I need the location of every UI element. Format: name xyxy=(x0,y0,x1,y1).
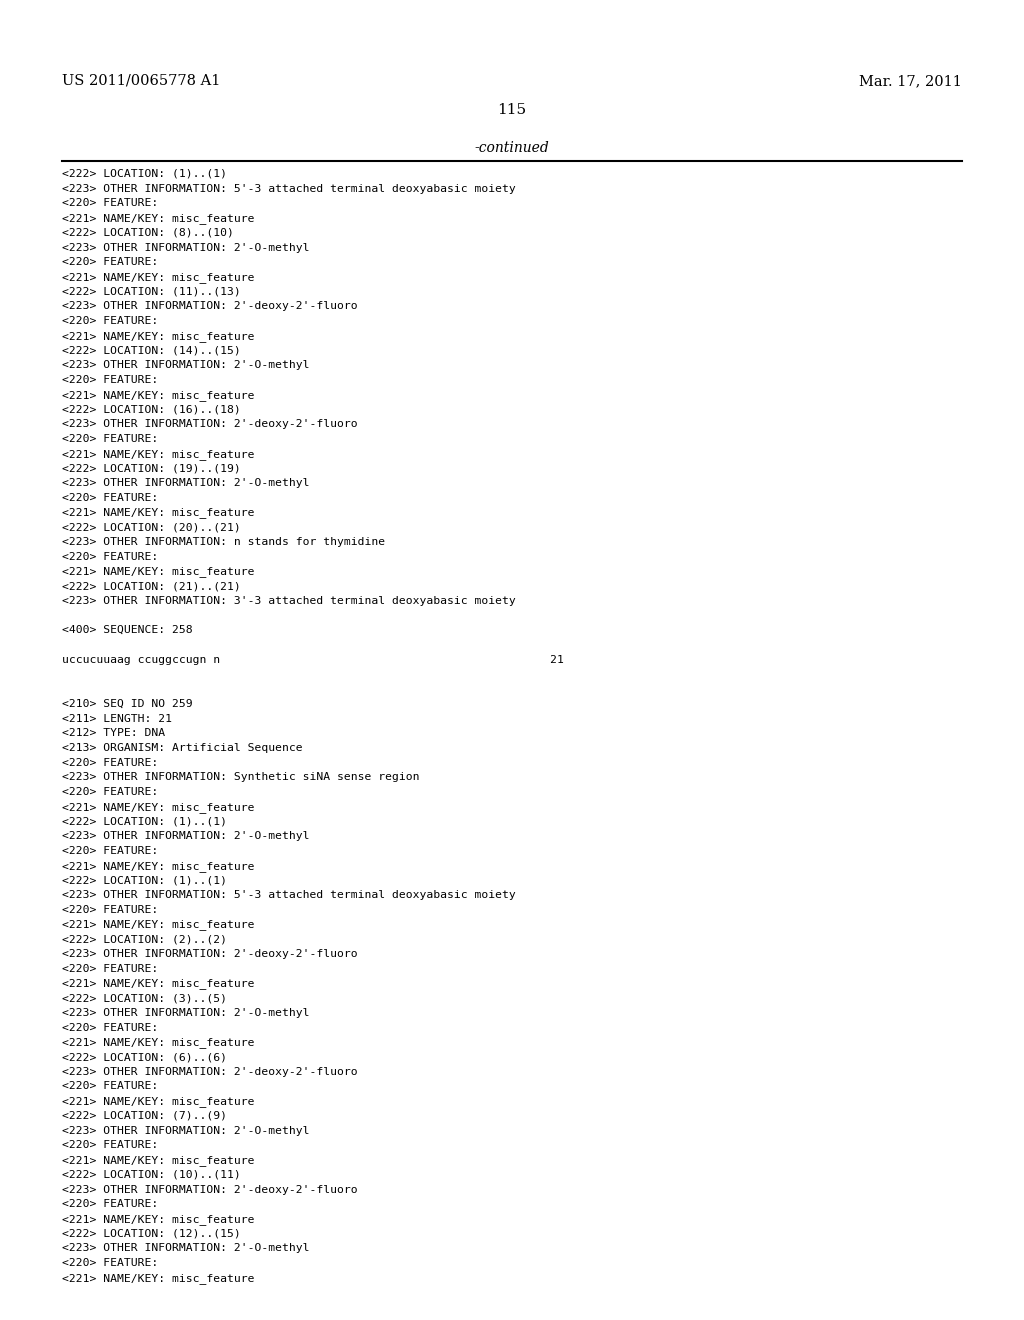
Text: <222> LOCATION: (8)..(10): <222> LOCATION: (8)..(10) xyxy=(62,228,234,238)
Text: <222> LOCATION: (19)..(19): <222> LOCATION: (19)..(19) xyxy=(62,463,242,474)
Text: <221> NAME/KEY: misc_feature: <221> NAME/KEY: misc_feature xyxy=(62,389,255,401)
Text: <223> OTHER INFORMATION: 2'-deoxy-2'-fluoro: <223> OTHER INFORMATION: 2'-deoxy-2'-flu… xyxy=(62,949,358,960)
Text: <223> OTHER INFORMATION: 5'-3 attached terminal deoxyabasic moiety: <223> OTHER INFORMATION: 5'-3 attached t… xyxy=(62,183,516,194)
Text: <222> LOCATION: (2)..(2): <222> LOCATION: (2)..(2) xyxy=(62,935,227,944)
Text: US 2011/0065778 A1: US 2011/0065778 A1 xyxy=(62,74,221,88)
Text: <221> NAME/KEY: misc_feature: <221> NAME/KEY: misc_feature xyxy=(62,1096,255,1107)
Text: <220> FEATURE:: <220> FEATURE: xyxy=(62,198,159,209)
Text: <220> FEATURE:: <220> FEATURE: xyxy=(62,1140,159,1150)
Text: <220> FEATURE:: <220> FEATURE: xyxy=(62,964,159,974)
Text: <222> LOCATION: (10)..(11): <222> LOCATION: (10)..(11) xyxy=(62,1170,242,1180)
Text: <223> OTHER INFORMATION: 2'-deoxy-2'-fluoro: <223> OTHER INFORMATION: 2'-deoxy-2'-flu… xyxy=(62,301,358,312)
Text: <223> OTHER INFORMATION: n stands for thymidine: <223> OTHER INFORMATION: n stands for th… xyxy=(62,537,386,546)
Text: <223> OTHER INFORMATION: 2'-deoxy-2'-fluoro: <223> OTHER INFORMATION: 2'-deoxy-2'-flu… xyxy=(62,420,358,429)
Text: <222> LOCATION: (7)..(9): <222> LOCATION: (7)..(9) xyxy=(62,1111,227,1121)
Text: uccucuuaag ccuggccugn n                                                21: uccucuuaag ccuggccugn n 21 xyxy=(62,655,564,665)
Text: <222> LOCATION: (20)..(21): <222> LOCATION: (20)..(21) xyxy=(62,523,242,532)
Text: <222> LOCATION: (3)..(5): <222> LOCATION: (3)..(5) xyxy=(62,993,227,1003)
Text: <220> FEATURE:: <220> FEATURE: xyxy=(62,552,159,561)
Text: <221> NAME/KEY: misc_feature: <221> NAME/KEY: misc_feature xyxy=(62,920,255,931)
Text: <220> FEATURE:: <220> FEATURE: xyxy=(62,846,159,855)
Text: <223> OTHER INFORMATION: Synthetic siNA sense region: <223> OTHER INFORMATION: Synthetic siNA … xyxy=(62,772,420,783)
Text: <220> FEATURE:: <220> FEATURE: xyxy=(62,1199,159,1209)
Text: <223> OTHER INFORMATION: 2'-O-methyl: <223> OTHER INFORMATION: 2'-O-methyl xyxy=(62,1008,310,1018)
Text: <220> FEATURE:: <220> FEATURE: xyxy=(62,1081,159,1092)
Text: <223> OTHER INFORMATION: 2'-O-methyl: <223> OTHER INFORMATION: 2'-O-methyl xyxy=(62,1243,310,1254)
Text: -continued: -continued xyxy=(475,141,549,156)
Text: <220> FEATURE:: <220> FEATURE: xyxy=(62,1258,159,1269)
Text: <221> NAME/KEY: misc_feature: <221> NAME/KEY: misc_feature xyxy=(62,1038,255,1048)
Text: <222> LOCATION: (1)..(1): <222> LOCATION: (1)..(1) xyxy=(62,875,227,886)
Text: <221> NAME/KEY: misc_feature: <221> NAME/KEY: misc_feature xyxy=(62,801,255,813)
Text: <223> OTHER INFORMATION: 2'-O-methyl: <223> OTHER INFORMATION: 2'-O-methyl xyxy=(62,1126,310,1135)
Text: <211> LENGTH: 21: <211> LENGTH: 21 xyxy=(62,714,172,723)
Text: <220> FEATURE:: <220> FEATURE: xyxy=(62,492,159,503)
Text: Mar. 17, 2011: Mar. 17, 2011 xyxy=(859,74,962,88)
Text: <220> FEATURE:: <220> FEATURE: xyxy=(62,317,159,326)
Text: <220> FEATURE:: <220> FEATURE: xyxy=(62,1023,159,1032)
Text: <210> SEQ ID NO 259: <210> SEQ ID NO 259 xyxy=(62,698,194,709)
Text: <223> OTHER INFORMATION: 2'-deoxy-2'-fluoro: <223> OTHER INFORMATION: 2'-deoxy-2'-flu… xyxy=(62,1067,358,1077)
Text: <220> FEATURE:: <220> FEATURE: xyxy=(62,257,159,267)
Text: <223> OTHER INFORMATION: 2'-deoxy-2'-fluoro: <223> OTHER INFORMATION: 2'-deoxy-2'-flu… xyxy=(62,1184,358,1195)
Text: <221> NAME/KEY: misc_feature: <221> NAME/KEY: misc_feature xyxy=(62,1214,255,1225)
Text: <222> LOCATION: (16)..(18): <222> LOCATION: (16)..(18) xyxy=(62,404,242,414)
Text: <220> FEATURE:: <220> FEATURE: xyxy=(62,758,159,768)
Text: <223> OTHER INFORMATION: 5'-3 attached terminal deoxyabasic moiety: <223> OTHER INFORMATION: 5'-3 attached t… xyxy=(62,890,516,900)
Text: 115: 115 xyxy=(498,103,526,117)
Text: <223> OTHER INFORMATION: 2'-O-methyl: <223> OTHER INFORMATION: 2'-O-methyl xyxy=(62,832,310,841)
Text: <221> NAME/KEY: misc_feature: <221> NAME/KEY: misc_feature xyxy=(62,449,255,459)
Text: <220> FEATURE:: <220> FEATURE: xyxy=(62,434,159,444)
Text: <223> OTHER INFORMATION: 2'-O-methyl: <223> OTHER INFORMATION: 2'-O-methyl xyxy=(62,243,310,252)
Text: <222> LOCATION: (1)..(1): <222> LOCATION: (1)..(1) xyxy=(62,817,227,826)
Text: <223> OTHER INFORMATION: 2'-O-methyl: <223> OTHER INFORMATION: 2'-O-methyl xyxy=(62,360,310,371)
Text: <222> LOCATION: (12)..(15): <222> LOCATION: (12)..(15) xyxy=(62,1229,242,1238)
Text: <220> FEATURE:: <220> FEATURE: xyxy=(62,787,159,797)
Text: <221> NAME/KEY: misc_feature: <221> NAME/KEY: misc_feature xyxy=(62,1272,255,1284)
Text: <220> FEATURE:: <220> FEATURE: xyxy=(62,906,159,915)
Text: <221> NAME/KEY: misc_feature: <221> NAME/KEY: misc_feature xyxy=(62,978,255,990)
Text: <222> LOCATION: (1)..(1): <222> LOCATION: (1)..(1) xyxy=(62,169,227,180)
Text: <223> OTHER INFORMATION: 3'-3 attached terminal deoxyabasic moiety: <223> OTHER INFORMATION: 3'-3 attached t… xyxy=(62,595,516,606)
Text: <220> FEATURE:: <220> FEATURE: xyxy=(62,375,159,385)
Text: <222> LOCATION: (6)..(6): <222> LOCATION: (6)..(6) xyxy=(62,1052,227,1063)
Text: <400> SEQUENCE: 258: <400> SEQUENCE: 258 xyxy=(62,626,194,635)
Text: <213> ORGANISM: Artificial Sequence: <213> ORGANISM: Artificial Sequence xyxy=(62,743,303,752)
Text: <221> NAME/KEY: misc_feature: <221> NAME/KEY: misc_feature xyxy=(62,331,255,342)
Text: <222> LOCATION: (14)..(15): <222> LOCATION: (14)..(15) xyxy=(62,346,242,355)
Text: <221> NAME/KEY: misc_feature: <221> NAME/KEY: misc_feature xyxy=(62,213,255,224)
Text: <221> NAME/KEY: misc_feature: <221> NAME/KEY: misc_feature xyxy=(62,272,255,282)
Text: <221> NAME/KEY: misc_feature: <221> NAME/KEY: misc_feature xyxy=(62,566,255,577)
Text: <222> LOCATION: (11)..(13): <222> LOCATION: (11)..(13) xyxy=(62,286,242,297)
Text: <223> OTHER INFORMATION: 2'-O-methyl: <223> OTHER INFORMATION: 2'-O-methyl xyxy=(62,478,310,488)
Text: <221> NAME/KEY: misc_feature: <221> NAME/KEY: misc_feature xyxy=(62,507,255,519)
Text: <222> LOCATION: (21)..(21): <222> LOCATION: (21)..(21) xyxy=(62,581,242,591)
Text: <212> TYPE: DNA: <212> TYPE: DNA xyxy=(62,729,166,738)
Text: <221> NAME/KEY: misc_feature: <221> NAME/KEY: misc_feature xyxy=(62,861,255,871)
Text: <221> NAME/KEY: misc_feature: <221> NAME/KEY: misc_feature xyxy=(62,1155,255,1166)
